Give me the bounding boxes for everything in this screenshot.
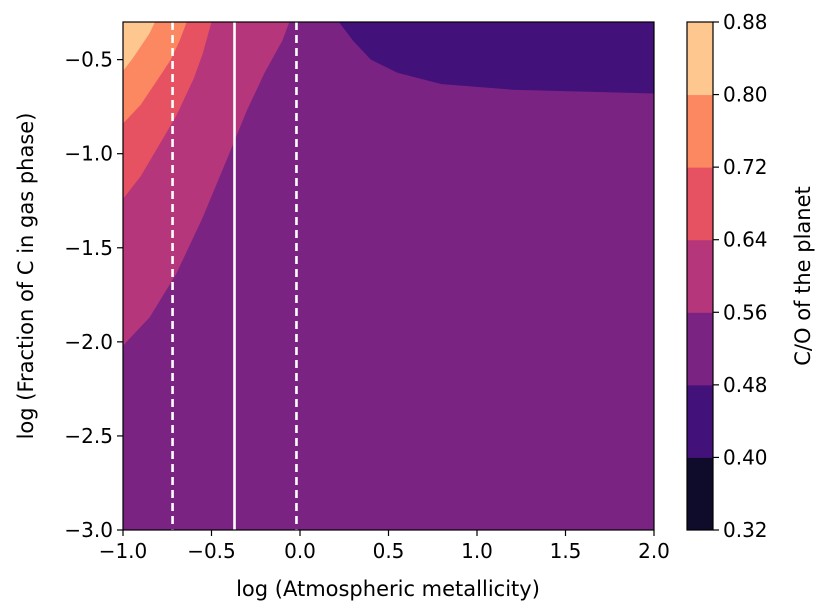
colorbar-tick-label: 0.80 (723, 83, 768, 107)
x-tick-label: 1.5 (550, 539, 582, 563)
x-tick-label: 0.0 (284, 539, 316, 563)
colorbar-band (687, 312, 713, 386)
region-co-0.40-0.48 (338, 22, 654, 94)
colorbar-band (687, 167, 713, 241)
colorbar-tick-label: 0.40 (723, 445, 768, 469)
colorbar-band (687, 239, 713, 313)
y-axis-label: log (Fraction of C in gas phase) (14, 113, 38, 440)
colorbar (687, 22, 713, 531)
colorbar-tick-label: 0.48 (723, 373, 768, 397)
colorbar-tick-label: 0.88 (723, 10, 768, 34)
y-tick-label: −1.5 (64, 236, 113, 260)
y-tick-label: −1.0 (64, 142, 113, 166)
y-tick-label: −2.0 (64, 330, 113, 354)
contour-regions (123, 22, 654, 346)
colorbar-tick-label: 0.72 (723, 155, 768, 179)
x-tick-label: 0.5 (373, 539, 405, 563)
y-axis-ticks: −3.0 −2.5 −2.0 −1.5 −1.0 −0.5 (64, 48, 123, 542)
x-axis-ticks: −1.0 −0.5 0.0 0.5 1.0 1.5 2.0 (99, 530, 670, 563)
colorbar-label: C/O of the planet (791, 186, 815, 366)
x-axis-label: log (Atmospheric metallicity) (236, 577, 540, 601)
colorbar-tick-label: 0.32 (723, 518, 768, 542)
colorbar-band (687, 94, 713, 168)
x-tick-label: 1.0 (461, 539, 493, 563)
x-tick-label: −0.5 (187, 539, 236, 563)
reference-lines (171, 22, 298, 530)
colorbar-band (687, 22, 713, 96)
colorbar-band (687, 457, 713, 531)
colorbar-frame (686, 21, 714, 531)
y-tick-label: −0.5 (64, 48, 113, 72)
colorbar-ticks: 0.32 0.40 0.48 0.56 0.64 0.72 0.80 0.88 (713, 10, 768, 542)
colorbar-band (687, 384, 713, 458)
y-tick-label: −3.0 (64, 518, 113, 542)
colorbar-tick-label: 0.64 (723, 228, 768, 252)
x-tick-label: 2.0 (638, 539, 670, 563)
colorbar-tick-label: 0.56 (723, 300, 768, 324)
y-tick-label: −2.5 (64, 424, 113, 448)
region-co-0.80-0.88 (123, 22, 155, 71)
x-tick-label: −1.0 (99, 539, 148, 563)
